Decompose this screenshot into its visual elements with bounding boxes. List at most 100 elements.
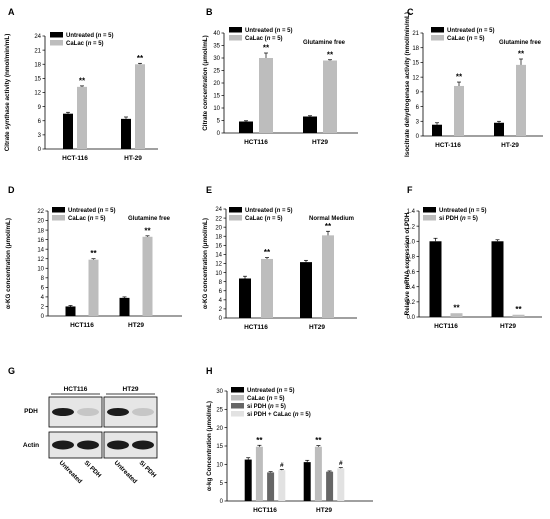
panel-d-legend-swatch — [52, 215, 65, 221]
panel-a-bar — [63, 113, 73, 149]
panel-d-legend-label: Untreated (n = 5) — [68, 208, 116, 214]
panel-e-ytick-label: 14 — [215, 253, 222, 259]
panel-letter-h: H — [206, 366, 213, 376]
panel-f-ytick-label: 1.2 — [407, 224, 416, 230]
panel-e-ytick-label: 12 — [215, 262, 222, 268]
panel-h-ytick-label: 20 — [216, 426, 223, 432]
panel-a-ytick-label: 15 — [34, 77, 41, 83]
panel-h-significance: # — [280, 462, 284, 469]
panel-b-legend-label: Untreated (n = 5) — [245, 28, 293, 34]
panel-h-bar — [314, 446, 322, 501]
panel-h-legend-swatch — [231, 403, 244, 409]
panel-b-legend-swatch — [229, 27, 242, 33]
panel-h-ytick-label: 5 — [220, 481, 224, 487]
panel-h-ytick-label: 25 — [216, 408, 223, 414]
panel-a-ytick-label: 9 — [38, 105, 42, 111]
panel-e-ytick-label: 10 — [215, 271, 222, 277]
panel-f-category-label: HCT116 — [434, 323, 458, 330]
panel-h-significance: ** — [256, 436, 263, 445]
blot-cell-line-label: HCT116 — [64, 386, 88, 393]
panel-c-legend-label: CaLac (n = 5) — [447, 36, 485, 42]
panel-d-ytick-label: 18 — [37, 228, 44, 234]
panel-h-category-label: HT29 — [316, 507, 332, 514]
panel-b-significance: ** — [327, 50, 334, 59]
panel-c-ytick-label: 3 — [416, 119, 420, 125]
panel-b-significance: ** — [263, 44, 270, 53]
panel-letter-a: A — [8, 7, 15, 17]
panel-d-ytick-label: 12 — [37, 257, 44, 263]
panel-f-ytick-label: 0.4 — [407, 285, 416, 291]
panel-b-ytick-label: 30 — [213, 56, 220, 62]
panel-e-category-label: HT29 — [309, 324, 325, 331]
panel-e-ytick-label: 20 — [215, 225, 222, 231]
panel-d-bar — [88, 259, 99, 316]
panel-c-ytick-label: 15 — [412, 61, 419, 67]
panel-d-ytick-label: 20 — [37, 219, 44, 225]
blot-row-label: Actin — [23, 442, 39, 449]
panel-f-bar — [512, 314, 525, 317]
blot-band-actin — [77, 440, 99, 450]
panel-d-bar — [65, 306, 76, 316]
panel-h-y-label: α-kg Concentration (μmol/mL) — [206, 401, 213, 491]
panel-e-legend-swatch — [229, 215, 242, 221]
panel-a-significance: ** — [79, 76, 86, 85]
panel-c-ytick-label: 12 — [412, 75, 419, 81]
panel-f-ytick-label: 0.0 — [407, 315, 416, 321]
panel-b-bar — [239, 121, 253, 133]
panel-c-ytick-label: 21 — [412, 31, 419, 37]
panel-c-ytick-label: 9 — [416, 90, 420, 96]
panel-b-ytick-label: 5 — [217, 119, 221, 125]
panel-a-category-label: HT-29 — [124, 155, 142, 162]
panel-h-bar — [278, 470, 286, 501]
panel-c-legend-swatch — [431, 35, 444, 41]
panel-d-category-label: HT29 — [128, 322, 144, 329]
panel-letter-b: B — [206, 7, 213, 17]
panel-a-significance: ** — [137, 54, 144, 63]
panel-d-significance: ** — [90, 249, 97, 258]
panel-a-ytick-label: 18 — [34, 62, 41, 68]
panel-f-ytick-label: 1.4 — [407, 209, 416, 215]
panel-d-ytick-label: 10 — [37, 266, 44, 272]
panel-h-ytick-label: 10 — [216, 463, 223, 469]
panel-f-ytick-label: 0.2 — [407, 300, 416, 306]
panel-f-bar — [491, 241, 504, 317]
panel-h-ytick-label: 30 — [216, 389, 223, 395]
panel-letter-f: F — [407, 185, 413, 195]
panel-c-condition-note: Glutamine free — [499, 40, 542, 46]
panel-e-ytick-label: 18 — [215, 234, 222, 240]
panel-b-bar — [323, 60, 337, 133]
panel-c-ytick-label: 6 — [416, 105, 420, 111]
panel-f-ytick-label: 0.8 — [407, 255, 416, 261]
panel-d-y-label: α-KG concentration (μmol/mL) — [5, 218, 12, 309]
panel-d-bar — [142, 236, 153, 316]
panel-b-ytick-label: 10 — [213, 106, 220, 112]
panel-d-category-label: HCT116 — [70, 322, 94, 329]
panel-h-bar — [337, 468, 345, 501]
panel-e-legend-label: Untreated (n = 5) — [245, 208, 293, 214]
panel-letter-d: D — [8, 185, 15, 195]
panel-a-legend-swatch — [50, 32, 63, 38]
panel-e-category-label: HCT116 — [244, 324, 268, 331]
blot-lane-label: Si PDH — [138, 459, 158, 479]
blot-band-pdh — [107, 408, 129, 416]
panel-d-ytick-label: 14 — [37, 247, 44, 253]
panel-h-bar — [267, 472, 275, 501]
panel-h-bar — [326, 471, 334, 501]
panel-b-ytick-label: 35 — [213, 44, 220, 50]
panel-a-y-label: Citrate synthase activity (nmol/min/mL) — [4, 34, 11, 152]
panel-b-legend-swatch — [229, 35, 242, 41]
panel-a-bar — [77, 86, 87, 149]
panel-h-bar — [255, 446, 263, 501]
panel-e-significance: ** — [264, 248, 271, 257]
panel-b-ytick-label: 15 — [213, 94, 220, 100]
panel-e-ytick-label: 8 — [219, 280, 223, 286]
panel-e-ytick-label: 22 — [215, 216, 222, 222]
panel-letter-e: E — [206, 185, 212, 195]
panel-f-ytick-label: 1.0 — [407, 239, 416, 245]
panel-a-ytick-label: 21 — [34, 48, 41, 54]
panel-f-y-label: Relative mRNA expression of PDH — [404, 212, 411, 315]
panel-c-ytick-label: 18 — [412, 46, 419, 52]
panel-a-ytick-label: 3 — [38, 133, 42, 139]
panel-h-ytick-label: 0 — [220, 499, 224, 505]
blot-band-pdh — [52, 408, 74, 416]
